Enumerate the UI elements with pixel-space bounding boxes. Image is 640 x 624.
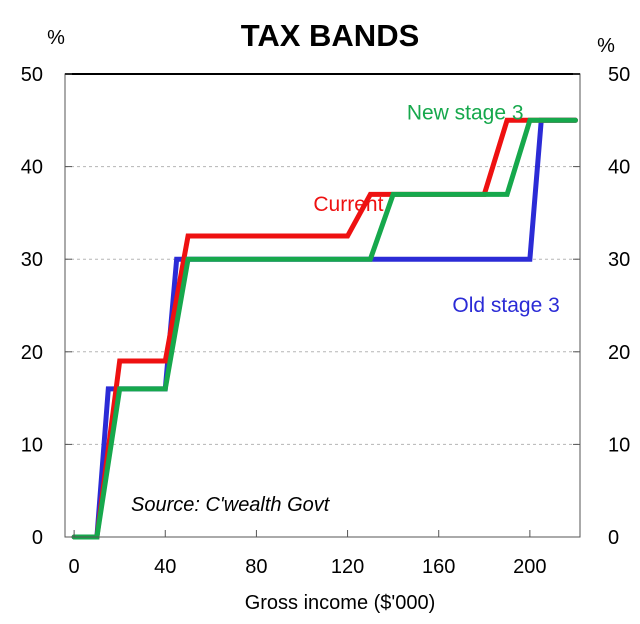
x-ticks: 0 40 80 120 160 200 bbox=[69, 530, 547, 578]
x-tick-label: 80 bbox=[245, 556, 267, 578]
y-tick-label-right: 30 bbox=[608, 249, 630, 271]
x-tick-label: 160 bbox=[422, 556, 455, 578]
series-label-new-stage-3: New stage 3 bbox=[407, 101, 524, 124]
y-axis-unit-left: % bbox=[47, 27, 65, 49]
y-tick-label-left: 40 bbox=[21, 157, 43, 179]
x-tick-label: 120 bbox=[331, 556, 364, 578]
y-tick-label-left: 30 bbox=[21, 249, 43, 271]
x-tick-label: 200 bbox=[513, 556, 546, 578]
y-tick-label-left: 20 bbox=[21, 342, 43, 364]
gridlines bbox=[65, 166, 580, 445]
series-line-old-stage-3 bbox=[71, 117, 578, 540]
y-tick-label-left: 50 bbox=[21, 64, 43, 86]
x-tick-label: 0 bbox=[69, 556, 80, 578]
series-label-old-stage-3: Old stage 3 bbox=[452, 294, 559, 317]
y-tick-label-left: 0 bbox=[32, 527, 43, 549]
y-tick-label-right: 0 bbox=[608, 527, 619, 549]
y-ticks-right: 0 10 20 30 40 50 bbox=[573, 64, 630, 549]
series-line-current bbox=[71, 117, 578, 540]
source-note: Source: C'wealth Govt bbox=[131, 494, 331, 516]
chart-title: TAX BANDS bbox=[241, 18, 420, 53]
series-labels: Current New stage 3 Old stage 3 bbox=[313, 101, 559, 317]
y-tick-label-right: 10 bbox=[608, 434, 630, 456]
y-tick-label-right: 40 bbox=[608, 157, 630, 179]
y-tick-label-left: 10 bbox=[21, 434, 43, 456]
y-axis-unit-right: % bbox=[597, 35, 615, 57]
y-tick-label-right: 50 bbox=[608, 64, 630, 86]
series-lines bbox=[71, 117, 578, 540]
x-axis-label: Gross income ($'000) bbox=[245, 592, 436, 614]
y-tick-label-right: 20 bbox=[608, 342, 630, 364]
y-ticks-left: 0 10 20 30 40 50 bbox=[21, 64, 72, 549]
series-line-new-stage-3 bbox=[71, 117, 578, 540]
series-label-current: Current bbox=[313, 193, 383, 216]
x-tick-label: 40 bbox=[154, 556, 176, 578]
